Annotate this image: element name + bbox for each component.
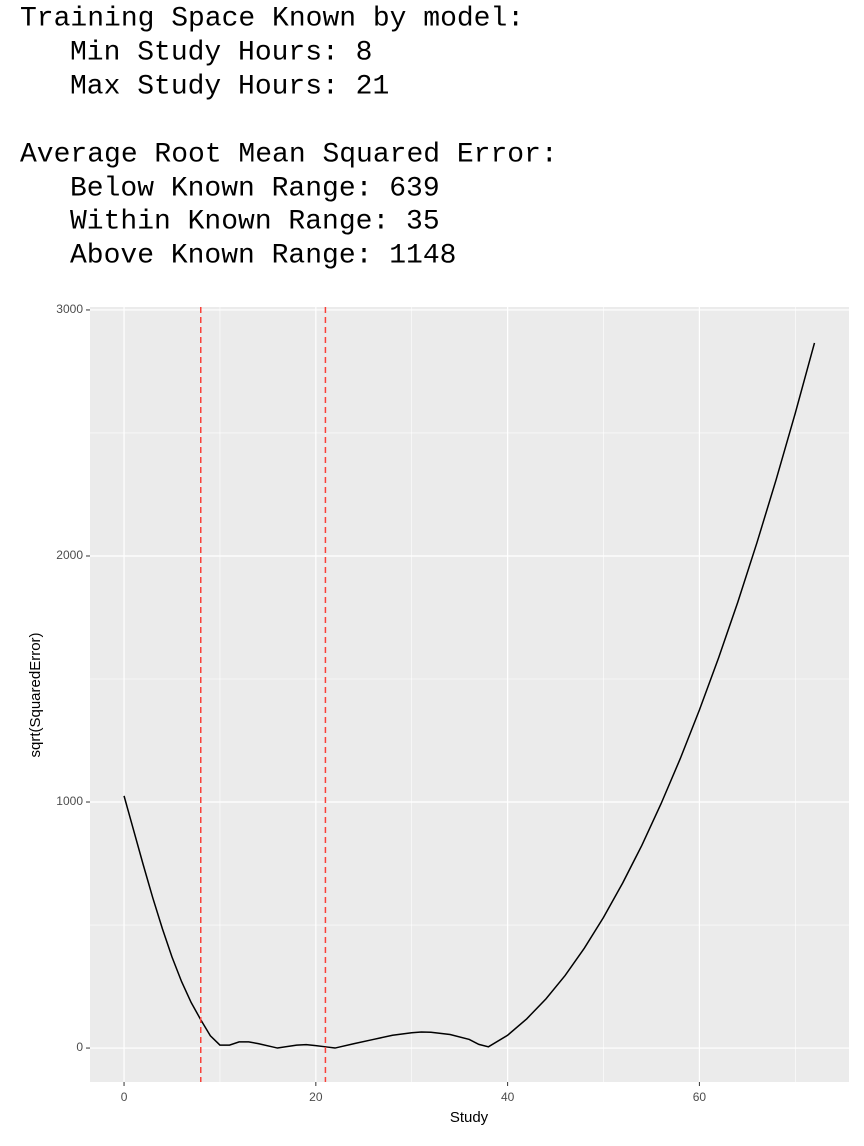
data-line	[123, 342, 816, 1049]
y-tick-label: 0	[76, 1040, 83, 1054]
summary-line: Max Study Hours: 21	[70, 71, 389, 102]
y-axis-title: sqrt(SquaredError)	[27, 632, 44, 757]
x-axis-title: Study	[450, 1109, 489, 1126]
error-heading: Average Root Mean Squared Error:	[20, 139, 558, 170]
y-tick-label: 1000	[56, 794, 83, 808]
y-tick-label: 2000	[56, 548, 83, 562]
x-tick-label: 0	[121, 1090, 128, 1104]
y-tick-label: 3000	[56, 302, 83, 316]
training-heading: Training Space Known by model:	[20, 3, 524, 34]
summary-line: Min Study Hours: 8	[70, 37, 372, 68]
summary-line: Below Known Range: 639	[70, 173, 440, 204]
panel	[90, 307, 849, 1082]
summary-line: Within Known Range: 35	[70, 206, 440, 237]
x-tick-label: 20	[309, 1090, 323, 1104]
summary-line: Above Known Range: 1148	[70, 240, 456, 271]
x-tick-label: 40	[501, 1090, 515, 1104]
x-tick-label: 60	[693, 1090, 707, 1104]
